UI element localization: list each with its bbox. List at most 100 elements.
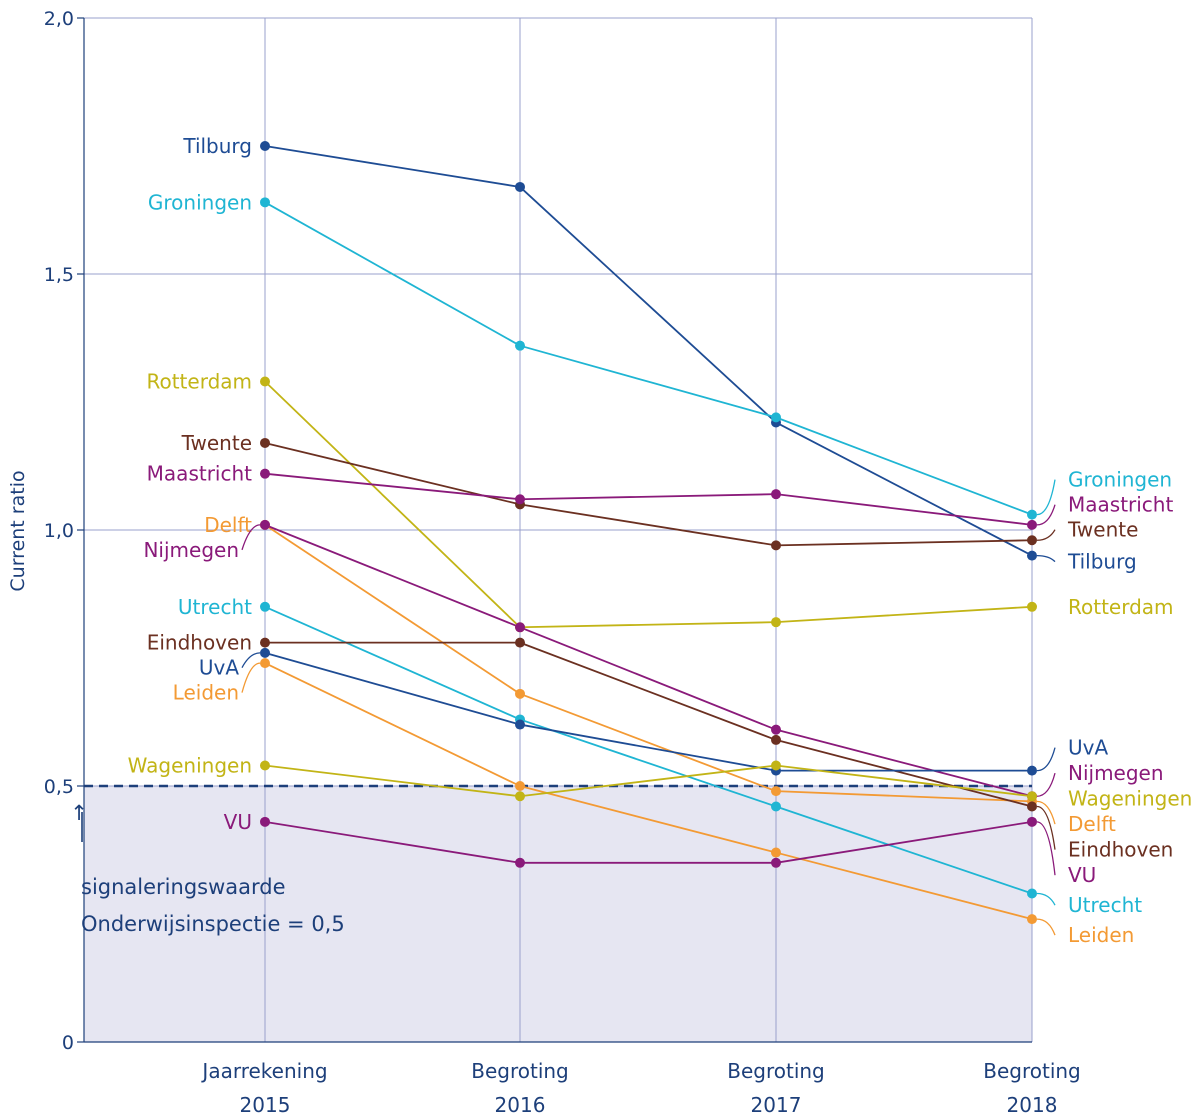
data-point-vu (771, 857, 781, 868)
data-point-wageningen (771, 760, 781, 771)
data-point-groningen (771, 412, 781, 423)
series-label-right-maastricht: Maastricht (1068, 493, 1173, 517)
series-label-left-groningen: Groningen (148, 190, 252, 214)
series-line-vu (264, 820, 1033, 864)
data-point-rotterdam (260, 376, 270, 387)
data-point-nijmegen (515, 622, 525, 633)
series-line-wageningen (264, 764, 1033, 798)
label-leader (1036, 554, 1056, 563)
series-label-left-tilburg: Tilburg (182, 134, 252, 158)
data-point-eindhoven (1027, 801, 1037, 812)
data-point-leiden (260, 658, 270, 669)
data-point-wageningen (515, 791, 525, 802)
data-point-rotterdam (771, 617, 781, 628)
data-point-twente (260, 437, 270, 448)
y-tick-label: 0,5 (44, 776, 74, 798)
series-label-left-eindhoven: Eindhoven (147, 631, 252, 655)
data-point-groningen (260, 197, 270, 208)
series-label-right-twente: Twente (1067, 518, 1138, 542)
x-tick-label-year: 2015 (240, 1093, 291, 1117)
x-tick-label: Begroting (983, 1059, 1081, 1083)
label-leader (1036, 747, 1056, 772)
data-point-vu (260, 816, 270, 827)
series-label-right-leiden: Leiden (1068, 923, 1134, 947)
data-point-uva (1027, 765, 1037, 776)
data-point-wageningen (1027, 791, 1037, 802)
series-label-right-vu: VU (1068, 863, 1096, 887)
y-axis-label: Current ratio (7, 470, 29, 591)
series-line-uva (264, 652, 1032, 772)
label-leader (1036, 892, 1056, 906)
y-tick-label: 2,0 (44, 8, 74, 30)
y-tick-label: 1,0 (44, 520, 74, 542)
data-point-tilburg (1027, 550, 1037, 561)
series-label-left-twente: Twente (181, 431, 252, 455)
label-leader (1036, 504, 1056, 526)
data-point-uva (515, 719, 525, 730)
series-label-right-rotterdam: Rotterdam (1068, 595, 1174, 619)
x-tick-label-year: 2016 (495, 1093, 546, 1117)
series-label-right-tilburg: Tilburg (1067, 550, 1137, 574)
threshold-arrow: ↑ (70, 801, 88, 825)
label-leader (1036, 479, 1056, 516)
threshold-label-line2: Onderwijsinspectie = 0,5 (81, 912, 345, 936)
data-point-utrecht (771, 801, 781, 812)
data-point-nijmegen (260, 519, 270, 530)
label-leader (1036, 529, 1056, 541)
data-point-rotterdam (1027, 601, 1037, 612)
series-label-right-eindhoven: Eindhoven (1068, 838, 1173, 862)
data-point-eindhoven (771, 734, 781, 745)
label-leader (1036, 800, 1056, 825)
data-point-vu (1027, 816, 1037, 827)
data-point-groningen (1027, 509, 1037, 520)
series-label-right-groningen: Groningen (1068, 468, 1172, 492)
series-label-left-utrecht: Utrecht (178, 595, 252, 619)
y-tick-label: 1,5 (44, 264, 74, 286)
data-point-leiden (515, 781, 525, 791)
data-point-wageningen (260, 760, 270, 771)
data-point-maastricht (260, 468, 270, 479)
series-label-left-wageningen: Wageningen (128, 754, 252, 778)
series-line-maastricht (264, 472, 1033, 526)
series-label-right-wageningen: Wageningen (1068, 787, 1192, 811)
series-label-right-delft: Delft (1068, 812, 1116, 836)
data-point-leiden (771, 847, 781, 858)
data-point-vu (515, 857, 525, 868)
x-tick-label: Begroting (471, 1059, 569, 1083)
x-tick-label: Begroting (727, 1059, 825, 1083)
data-point-groningen (515, 340, 525, 351)
x-tick-label-year: 2017 (751, 1093, 802, 1117)
series-line-twente (264, 442, 1033, 547)
data-point-utrecht (1027, 888, 1037, 899)
x-tick-label: Jaarrekening (200, 1059, 327, 1083)
data-point-twente (1027, 535, 1037, 546)
threshold-note: ↑ signaleringswaarde Onderwijsinspectie … (70, 801, 345, 936)
series-line-tilburg (264, 145, 1033, 557)
tick-labels: 0 0,5 1,0 1,5 2,0 Jaarrekening 2015 Begroting 20… (44, 8, 1081, 1117)
data-point-utrecht (260, 601, 270, 612)
y-tick-label: 0 (62, 1032, 74, 1054)
label-leader (241, 652, 261, 668)
series-labels: TilburgGroningenRotterdamTwenteMaastrich… (128, 134, 1193, 947)
data-point-tilburg (260, 141, 270, 151)
series-line-eindhoven (265, 641, 1033, 808)
threshold-label-line1: signaleringswaarde (81, 875, 286, 899)
data-point-nijmegen (771, 724, 781, 735)
label-leader (1036, 772, 1056, 797)
data-point-maastricht (1027, 519, 1037, 530)
label-leader (1036, 918, 1056, 936)
series-label-left-rotterdam: Rotterdam (146, 370, 252, 394)
series-line-delft (264, 524, 1033, 803)
series-line-nijmegen (264, 524, 1033, 798)
series-line-utrecht (264, 605, 1033, 895)
series-label-left-nijmegen: Nijmegen (143, 538, 239, 562)
data-point-uva (260, 647, 270, 658)
series-label-right-uva: UvA (1068, 736, 1108, 760)
series-label-left-leiden: Leiden (173, 681, 239, 705)
series-label-left-uva: UvA (199, 656, 239, 680)
data-point-delft (515, 688, 525, 699)
series-label-left-maastricht: Maastricht (147, 462, 252, 486)
series-label-left-vu: VU (224, 810, 252, 834)
series-label-right-utrecht: Utrecht (1068, 893, 1142, 917)
